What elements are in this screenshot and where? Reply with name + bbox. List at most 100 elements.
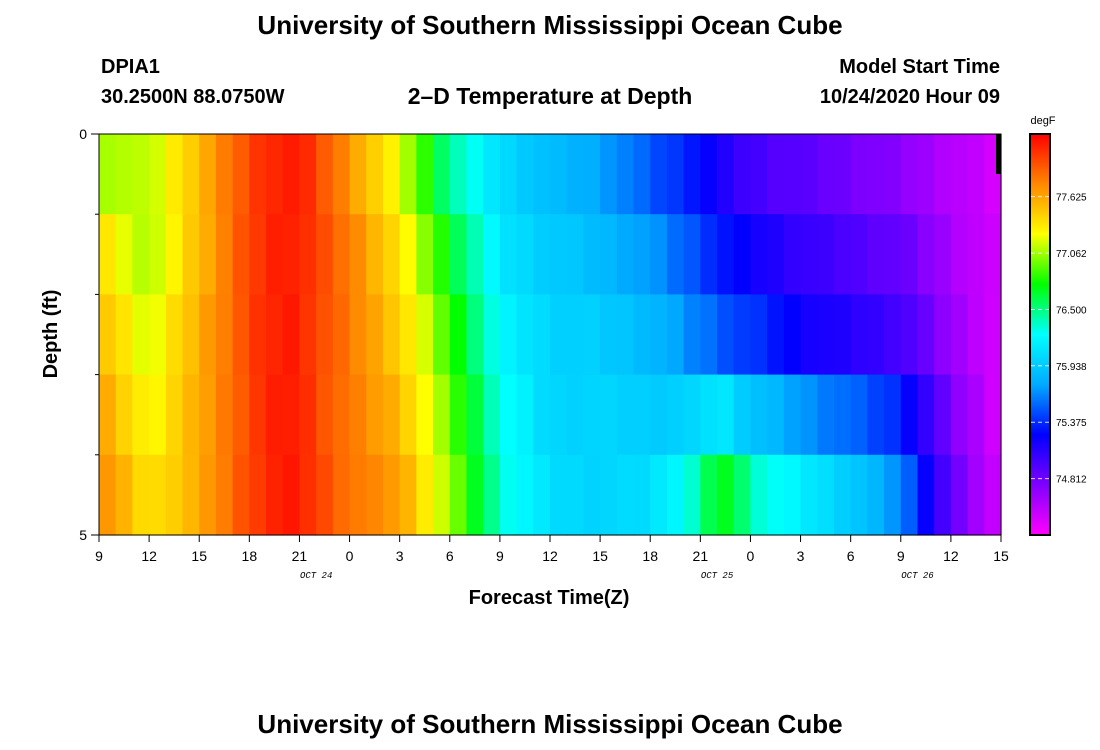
heatmap-cell [483,134,501,215]
heatmap-cell [733,294,752,376]
heatmap-cell [182,374,200,456]
heatmap-cell [566,374,584,456]
heatmap-cell [884,214,902,295]
heatmap-cell [499,214,518,295]
heatmap-cell [633,374,651,456]
heatmap-cell [917,454,935,536]
heatmap-cell [633,454,651,536]
heatmap-cell [850,134,868,215]
heatmap-cell [416,454,434,536]
colorbar-tick-label: 77.062 [1056,249,1087,260]
x-date-label: OCT 26 [901,571,934,581]
heatmap-cell [516,134,534,215]
heatmap-cell [366,374,384,456]
x-tick-label: 6 [446,548,454,564]
heatmap-cell [550,134,568,215]
heatmap-cell [215,294,234,376]
heatmap-cell [516,454,534,536]
heatmap-cell [650,454,668,536]
heatmap-cell [115,214,133,295]
heatmap-cell [433,214,451,295]
heatmap-cell [299,134,317,215]
colorbar-tick-label: 77.625 [1056,193,1087,204]
heatmap-cell [165,454,184,536]
heatmap-cell [800,294,818,376]
heatmap-cell [900,134,919,215]
heatmap-cell [666,214,685,295]
x-tick-label: 0 [747,548,755,564]
heatmap-cell [349,374,367,456]
heatmap-cell [516,294,534,376]
heatmap-cell [332,294,351,376]
heatmap-cell [733,374,752,456]
heatmap-cell [850,374,868,456]
heatmap-cell [867,454,885,536]
heatmap-cell [332,214,351,295]
heatmap-cells [99,134,1002,536]
colorbar-tick-label: 75.375 [1056,418,1087,429]
heatmap-cell [666,294,685,376]
x-date-label: OCT 25 [701,571,734,581]
heatmap-cell [266,134,284,215]
heatmap-cell [232,134,250,215]
heatmap-cell [566,214,584,295]
x-tick-label: 9 [496,548,504,564]
model-start-value: 10/24/2020 Hour 09 [819,86,1000,108]
x-tick-label: 6 [847,548,855,564]
heatmap-cell [366,214,384,295]
heatmap-cell [215,454,234,536]
heatmap-cell [600,214,618,295]
heatmap-cell [650,134,668,215]
heatmap-cell [232,374,250,456]
heatmap-cell [349,214,367,295]
heatmap-cell [733,214,752,295]
model-start-label: Model Start Time [839,56,1000,78]
heatmap-cell [149,374,167,456]
heatmap-cell [700,294,718,376]
heatmap-cell [767,294,785,376]
heatmap-cell [767,134,785,215]
x-date-label: OCT 24 [300,571,332,581]
heatmap-cell [433,294,451,376]
heatmap-cell [516,214,534,295]
heatmap-cell [332,454,351,536]
heatmap-cell [850,214,868,295]
heatmap-cell [115,134,133,215]
x-tick-label: 9 [95,548,103,564]
heatmap-cell [984,214,1002,295]
heatmap-cell [833,294,852,376]
heatmap-cell [900,214,919,295]
heatmap-cell [950,214,969,295]
heatmap-cell [984,294,1002,376]
heatmap-cell [650,294,668,376]
heatmap-cell [349,134,367,215]
heatmap-cell [650,374,668,456]
heatmap-cell [249,134,267,215]
heatmap-cell [466,134,484,215]
heatmap-cell [399,374,417,456]
heatmap-cell [800,374,818,456]
heatmap-cell [583,214,601,295]
heatmap-cell [884,134,902,215]
colorbar-tick-label: 74.812 [1056,475,1087,486]
heatmap-cell [767,214,785,295]
heatmap-cell [700,134,718,215]
x-tick-label: 18 [642,548,658,564]
heatmap-cell [215,374,234,456]
footer-title: University of Southern Mississippi Ocean… [257,709,843,739]
heatmap-cell [533,214,551,295]
heatmap-cell [900,454,919,536]
heatmap-cell [232,294,250,376]
heatmap-cell [800,214,818,295]
heatmap-cell [583,294,601,376]
heatmap-cell [767,374,785,456]
heatmap-cell [516,374,534,456]
heatmap-cell [900,294,919,376]
heatmap-cell [199,214,217,295]
heatmap-cell [633,294,651,376]
heatmap-cell [750,214,768,295]
heatmap-cell [817,454,835,536]
heatmap-cell [115,454,133,536]
heatmap-cell [633,134,651,215]
heatmap-cell [149,454,167,536]
